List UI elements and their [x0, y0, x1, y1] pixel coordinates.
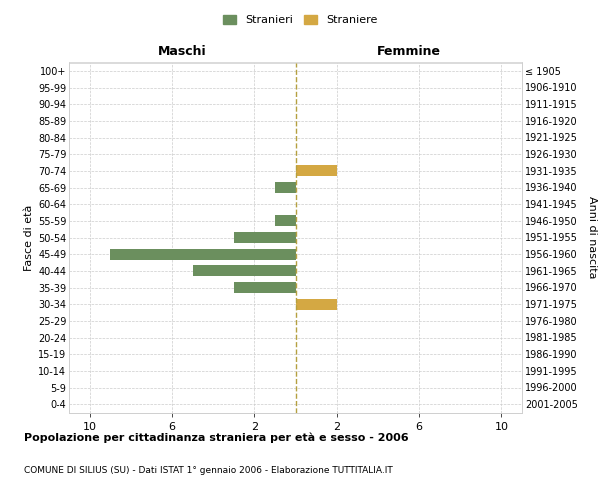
Text: Popolazione per cittadinanza straniera per età e sesso - 2006: Popolazione per cittadinanza straniera p… — [24, 432, 409, 443]
Text: COMUNE DI SILIUS (SU) - Dati ISTAT 1° gennaio 2006 - Elaborazione TUTTITALIA.IT: COMUNE DI SILIUS (SU) - Dati ISTAT 1° ge… — [24, 466, 393, 475]
Y-axis label: Fasce di età: Fasce di età — [23, 204, 34, 270]
Bar — [234, 232, 296, 243]
Text: Maschi: Maschi — [158, 44, 206, 58]
Bar — [296, 298, 337, 310]
Bar — [234, 282, 296, 293]
Bar — [275, 216, 296, 226]
Y-axis label: Anni di nascita: Anni di nascita — [587, 196, 597, 278]
Bar — [275, 182, 296, 193]
Text: Femmine: Femmine — [377, 44, 441, 58]
Legend: Stranieri, Straniere: Stranieri, Straniere — [218, 10, 382, 30]
Bar — [193, 266, 296, 276]
Bar — [110, 248, 296, 260]
Bar — [296, 166, 337, 176]
